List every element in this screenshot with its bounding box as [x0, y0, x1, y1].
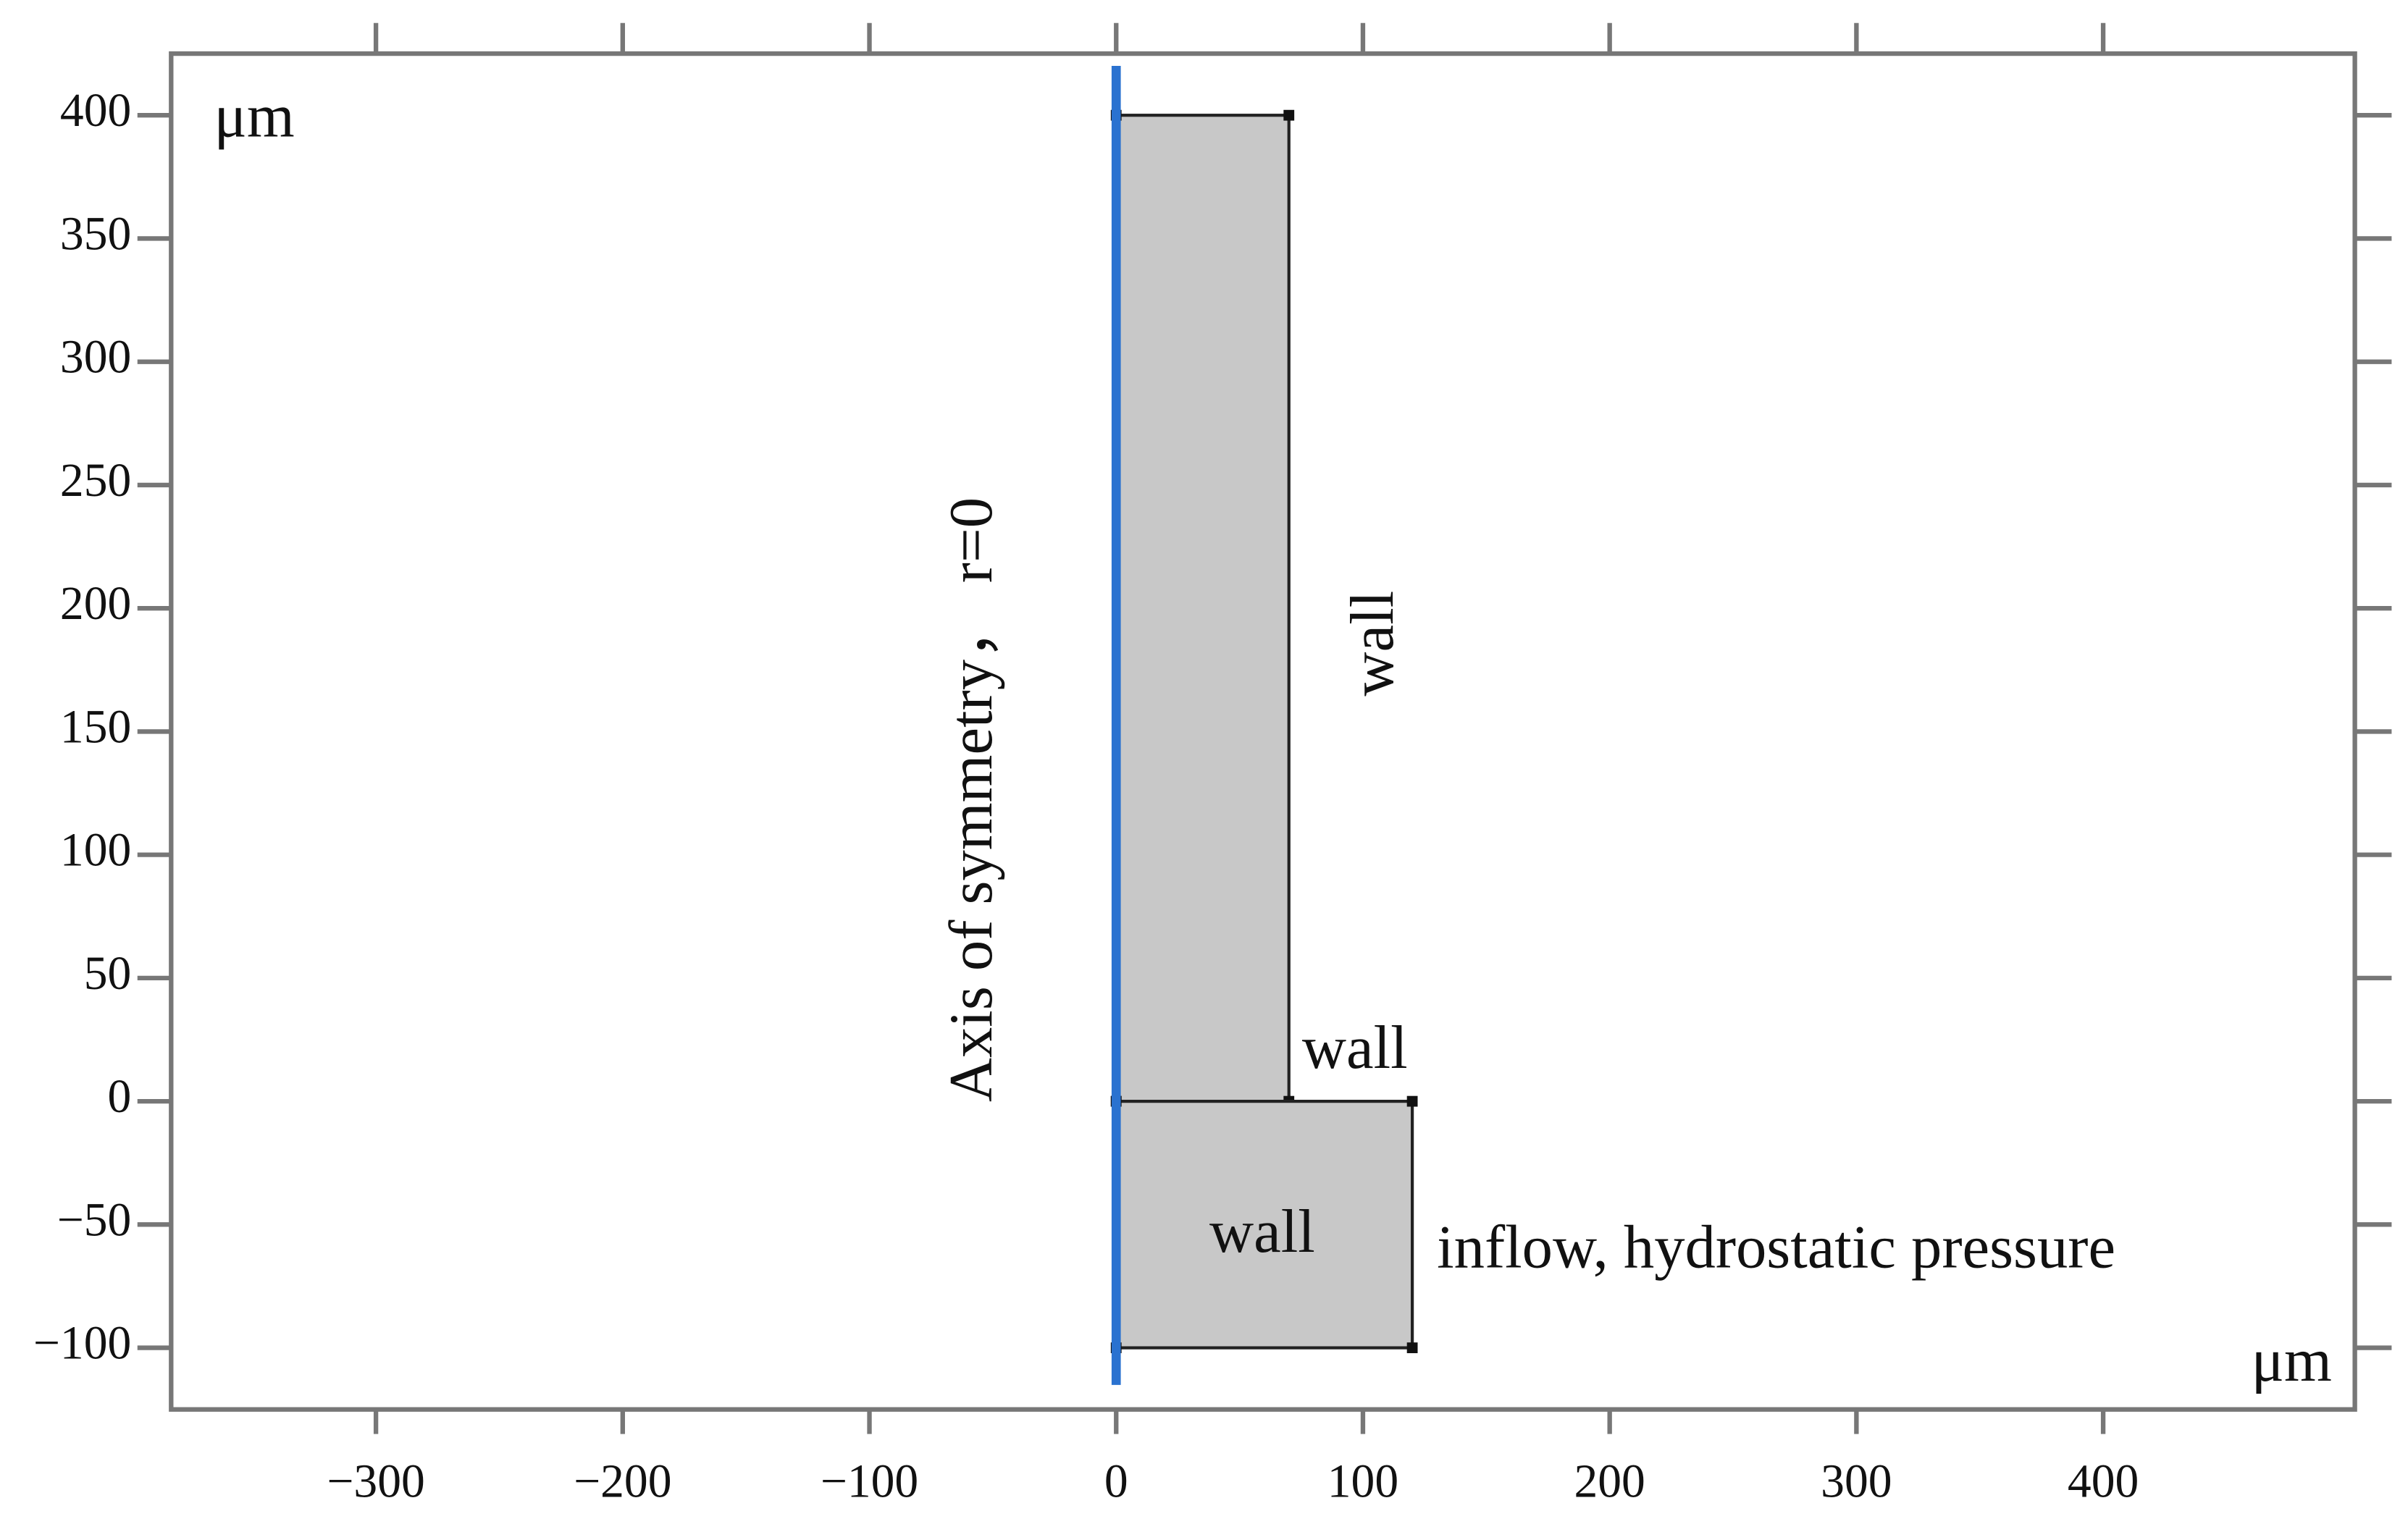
symmetry-axis-label: Axis of symmetry， r=0 [938, 497, 1005, 1102]
y-tick-label: 150 [60, 701, 131, 753]
wall-label: wall [1302, 1014, 1408, 1082]
x-tick-label: −200 [574, 1456, 671, 1508]
plot-frame [169, 51, 2357, 1412]
y-unit: μm [214, 83, 295, 151]
domain-rect [1115, 1099, 1414, 1350]
y-tick-label: −100 [33, 1318, 131, 1370]
domain-rect [1115, 114, 1291, 1103]
vertex [1283, 109, 1295, 121]
wall-label: wall [1209, 1198, 1315, 1266]
y-tick-label: 400 [60, 85, 131, 137]
x-unit: μm [2252, 1327, 2332, 1394]
y-tick-label: 200 [60, 578, 131, 630]
vertex [1406, 1095, 1418, 1107]
x-tick-label: 300 [1821, 1456, 1892, 1508]
wall-label: wall [1339, 591, 1406, 696]
x-tick-label: 200 [1574, 1456, 1645, 1508]
y-tick-label: 0 [108, 1071, 132, 1123]
y-tick-label: 350 [60, 208, 131, 260]
vertex [1406, 1342, 1418, 1354]
y-tick-label: 100 [60, 825, 131, 877]
y-tick-label: 250 [60, 455, 131, 507]
inflow-label: inflow, hydrostatic pressure [1437, 1213, 2115, 1281]
y-tick-label: −50 [57, 1194, 132, 1246]
x-tick-label: −100 [821, 1456, 918, 1508]
x-tick-label: 400 [2068, 1456, 2139, 1508]
x-tick-label: 0 [1104, 1456, 1128, 1508]
y-tick-label: 300 [60, 332, 131, 384]
x-tick-label: −300 [327, 1456, 424, 1508]
y-tick-label: 50 [84, 948, 132, 1000]
x-tick-label: 100 [1327, 1456, 1398, 1508]
